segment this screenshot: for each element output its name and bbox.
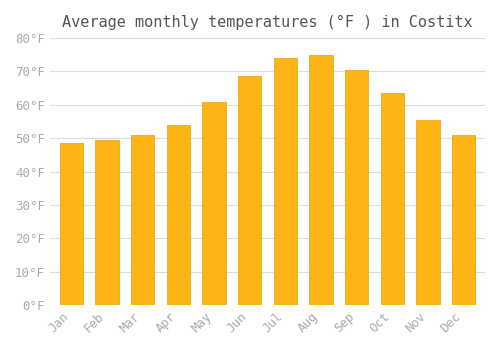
Bar [310,55,332,305]
Bar [96,140,118,305]
Bar [452,135,475,305]
Bar [380,93,404,305]
Bar [238,77,261,305]
Bar [202,102,226,305]
Bar [166,125,190,305]
Bar [345,70,368,305]
Bar [274,58,297,305]
Bar [416,120,440,305]
Bar [60,143,83,305]
Title: Average monthly temperatures (°F ) in Costitx: Average monthly temperatures (°F ) in Co… [62,15,472,30]
Bar [131,135,154,305]
